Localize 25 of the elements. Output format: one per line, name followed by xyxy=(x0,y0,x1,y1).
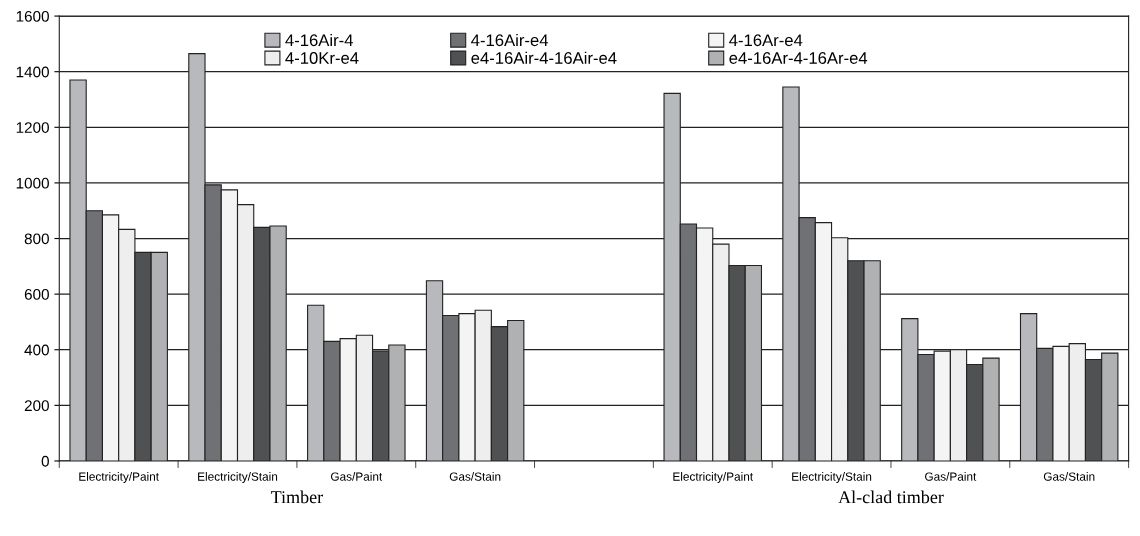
legend-label: 4-16Air-e4 xyxy=(471,33,549,47)
x-tick-label: Gas/Paint xyxy=(925,472,977,481)
y-tick-label: 400 xyxy=(24,344,49,356)
text: Al-clad timber xyxy=(838,490,944,504)
x-tick-label: Electricity/Paint xyxy=(79,472,159,484)
x-tick-label: Electricity/Stain xyxy=(792,472,872,484)
y-tick-label: 1600 xyxy=(16,10,49,22)
x-tick-label: Electricity/Stain xyxy=(198,472,278,484)
y-tick-label: 0 xyxy=(41,455,49,467)
legend-label: e4-16Ar-4-16Ar-e4 xyxy=(729,52,868,64)
y-tick-label: 1000 xyxy=(16,177,49,189)
legend-label: e4-16Air-4-16Air-e4 xyxy=(471,51,617,64)
y-tick-label: 1400 xyxy=(16,66,49,78)
y-tick-label: 800 xyxy=(24,233,49,245)
x-tick-label: Gas/Stain xyxy=(449,472,501,481)
text: Timber xyxy=(270,490,323,504)
x-tick-label: Electricity/Paint xyxy=(673,472,754,484)
legend-label: 4-10Kr-e4 xyxy=(285,52,359,64)
legend-label: 4-16Ar-e4 xyxy=(729,34,803,47)
x-tick-label: Gas/Stain xyxy=(1043,472,1095,481)
x-tick-label: Gas/Paint xyxy=(330,472,383,481)
y-tick-label: 600 xyxy=(24,289,49,300)
legend-label: 4-16Air-4 xyxy=(285,33,353,47)
y-tick-label: 1200 xyxy=(16,122,49,133)
y-tick-label: 200 xyxy=(24,400,49,412)
